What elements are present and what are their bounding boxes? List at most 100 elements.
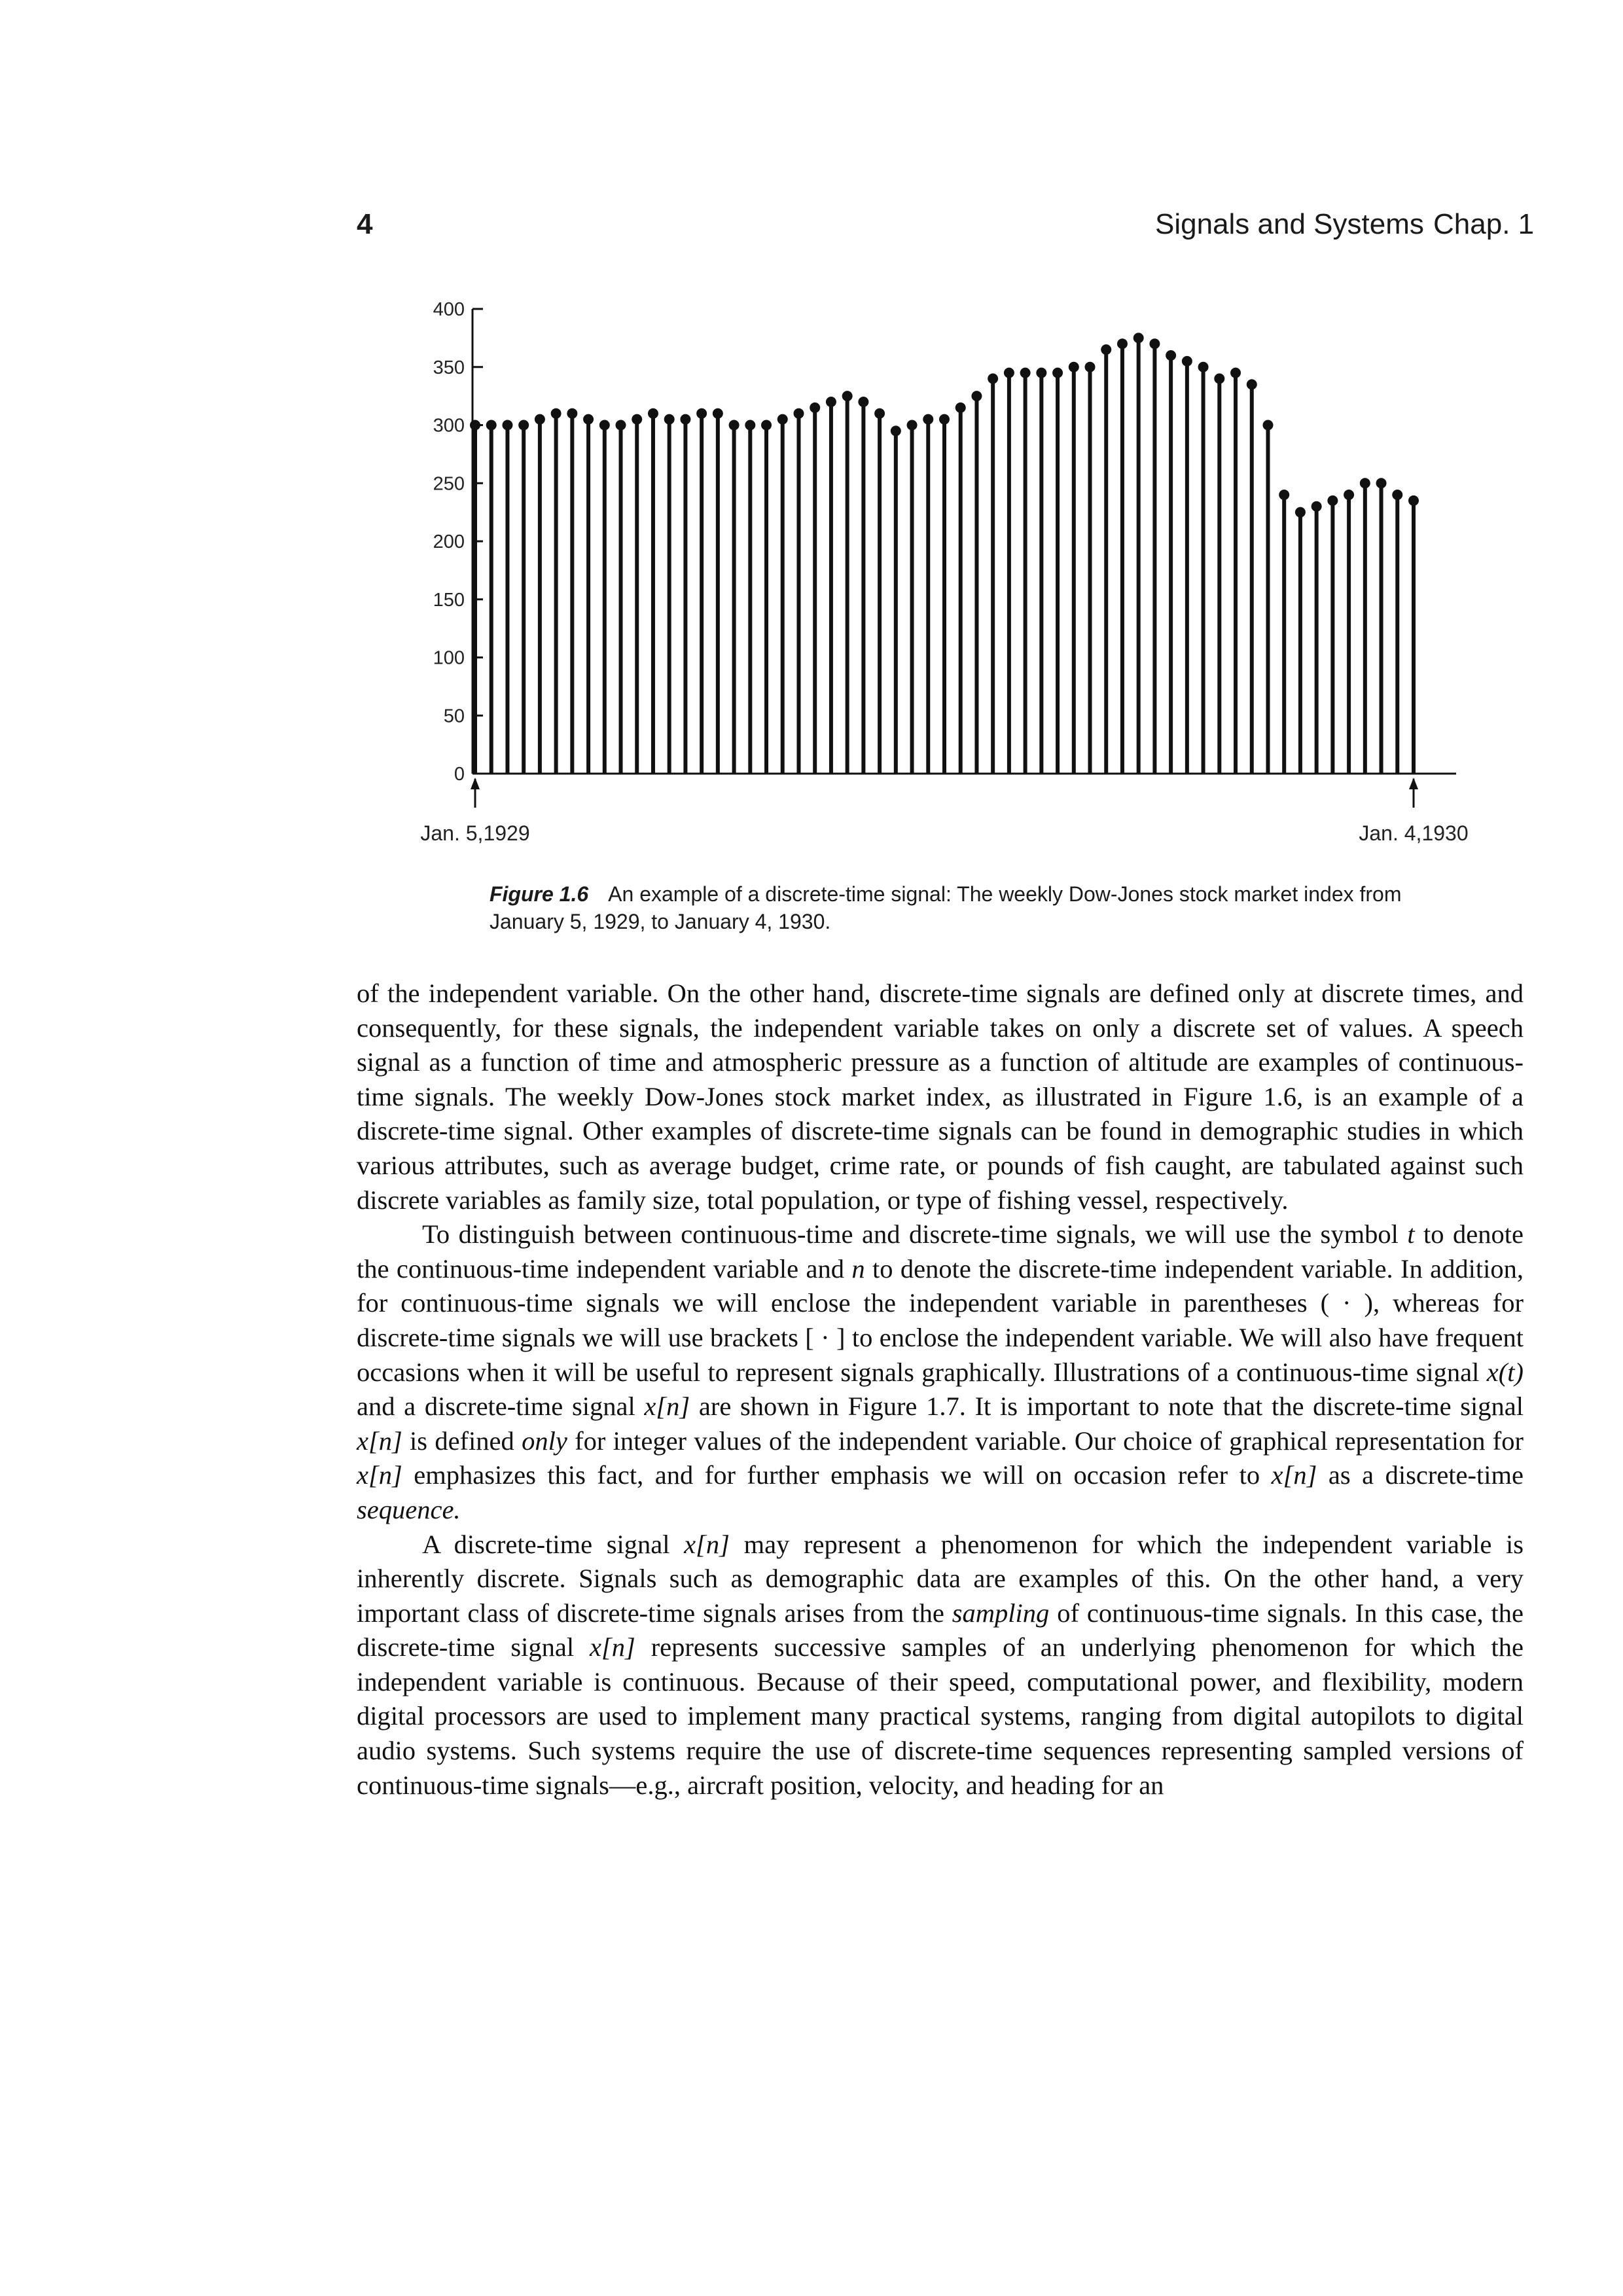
text-run: is defined	[402, 1426, 522, 1456]
stem-marker	[1262, 420, 1274, 431]
stem-marker	[632, 414, 643, 425]
italic-run: sequence.	[357, 1494, 461, 1524]
stem-marker	[874, 408, 885, 419]
text-run: represents successive samples of an unde…	[357, 1632, 1524, 1800]
stem-marker	[745, 420, 756, 431]
italic-run: x[n]	[357, 1426, 402, 1456]
stem-marker	[647, 408, 658, 419]
y-tick-label: 100	[433, 648, 465, 669]
text-run: for integer values of the independent va…	[567, 1426, 1524, 1456]
start-date-arrowhead	[471, 778, 480, 789]
stem-marker	[486, 420, 497, 431]
italic-run: n	[851, 1253, 865, 1283]
stem-marker	[923, 414, 934, 425]
stem-marker	[599, 420, 610, 431]
italic-run: x[n]	[1271, 1460, 1317, 1490]
y-tick-label: 250	[433, 473, 465, 494]
stem-marker	[1344, 490, 1355, 500]
stem-marker	[1068, 361, 1079, 372]
figure-label: Figure 1.6	[490, 882, 589, 906]
page-number: 4	[357, 208, 373, 240]
stem-marker	[664, 414, 675, 425]
text-run: and a discrete-time signal	[357, 1391, 645, 1422]
stem-marker	[534, 414, 545, 425]
stem-marker	[696, 408, 707, 419]
y-tick-label: 350	[433, 357, 465, 378]
stem-marker	[955, 402, 966, 413]
stem-marker	[1198, 361, 1209, 372]
paragraph-2: To distinguish between continuous-time a…	[357, 1217, 1524, 1527]
stem-marker	[615, 420, 626, 431]
y-tick-label: 0	[454, 764, 465, 785]
stem-marker	[1408, 495, 1419, 506]
stem-marker	[502, 420, 513, 431]
stem-marker	[971, 391, 982, 402]
stem-marker	[793, 408, 804, 419]
italic-run: x[n]	[684, 1529, 730, 1559]
stem-marker	[890, 425, 901, 437]
stem-marker	[1214, 373, 1225, 384]
stem-marker	[1327, 495, 1338, 506]
text-run: of continuous-time signals. In this case…	[357, 1598, 1524, 1662]
y-tick-label: 50	[444, 706, 465, 726]
stem-marker	[1101, 344, 1112, 355]
stem-marker	[1181, 355, 1192, 367]
stem-marker	[1279, 490, 1290, 500]
italic-run: x[n]	[644, 1391, 690, 1422]
stem-marker	[1230, 367, 1241, 378]
stem-marker	[906, 420, 918, 431]
stem-marker	[988, 373, 999, 384]
stem-marker	[712, 408, 723, 419]
stem-marker	[1294, 507, 1306, 518]
stem-marker	[1003, 367, 1014, 378]
paragraph-1: of the independent variable. On the othe…	[357, 977, 1524, 1217]
stem-marker	[1116, 338, 1128, 350]
stem-marker	[1149, 338, 1160, 350]
stem-marker	[1392, 490, 1403, 500]
start-date-label: Jan. 5,1929	[420, 821, 529, 845]
stem-marker	[810, 402, 821, 413]
stem-marker	[470, 420, 480, 431]
body-text: of the independent variable. On the othe…	[357, 977, 1524, 1803]
stem-marker	[761, 420, 772, 431]
running-title: Signals and Systems	[1155, 208, 1424, 240]
italic-run: x[n]	[357, 1460, 402, 1490]
italic-run: sampling	[952, 1598, 1050, 1628]
stem-marker	[858, 397, 869, 407]
stem-marker	[1166, 350, 1177, 361]
stem-marker	[583, 414, 594, 425]
text-run: to denote the discrete-time independent …	[357, 1253, 1524, 1387]
italic-run: x(t)	[1486, 1357, 1524, 1387]
text-run: as a discrete-time	[1317, 1460, 1524, 1490]
stem-marker	[550, 408, 562, 419]
figure-caption-text: An example of a discrete-time signal: Th…	[490, 882, 1402, 933]
text-run: to denote the continuous-time independen…	[357, 1219, 1524, 1283]
stem-marker	[728, 420, 740, 431]
stem-marker	[1246, 379, 1257, 390]
stem-marker	[939, 414, 950, 425]
italic-run: t	[1407, 1219, 1415, 1249]
end-date-arrowhead	[1409, 778, 1418, 789]
y-tick-label: 150	[433, 590, 465, 611]
figure-caption: Figure 1.6 An example of a discrete-time …	[490, 880, 1406, 935]
stem-marker	[842, 391, 853, 402]
paragraph-3: A discrete-time signal x[n] may represen…	[357, 1528, 1524, 1803]
chapter-label: Chap. 1	[1433, 208, 1535, 240]
stem-marker	[1036, 367, 1047, 378]
end-date-label: Jan. 4,1930	[1359, 821, 1468, 845]
stem-marker	[518, 420, 529, 431]
text-run: emphasizes this fact, and for further em…	[402, 1460, 1272, 1490]
italic-run: only	[522, 1426, 567, 1456]
stem-marker	[825, 397, 836, 407]
text-run: are shown in Figure 1.7. It is important…	[690, 1391, 1524, 1422]
stem-marker	[777, 414, 788, 425]
text-run: A discrete-time signal	[422, 1529, 685, 1559]
y-tick-label: 300	[433, 416, 465, 437]
stem-marker	[1020, 367, 1031, 378]
italic-run: x[n]	[590, 1632, 635, 1662]
text-run: may represent a phenomenon for which the…	[357, 1529, 1524, 1628]
y-tick-label: 200	[433, 531, 465, 552]
text-run: of the independent variable. On the othe…	[357, 978, 1524, 1215]
stem-marker	[1311, 501, 1322, 512]
stem-marker	[1052, 367, 1063, 378]
